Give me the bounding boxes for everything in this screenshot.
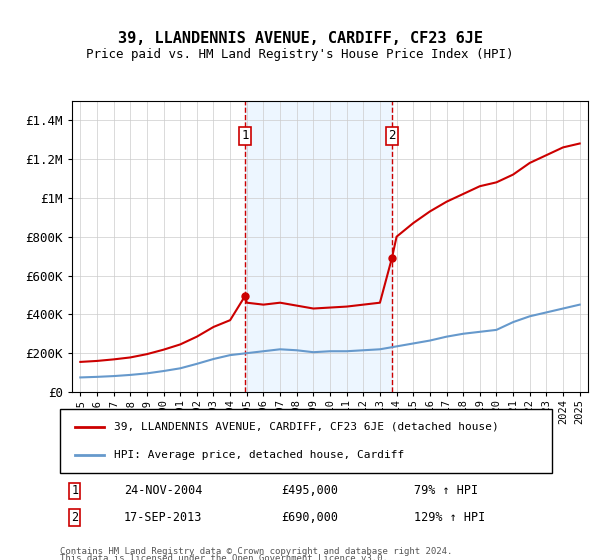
Text: Contains HM Land Registry data © Crown copyright and database right 2024.: Contains HM Land Registry data © Crown c…: [60, 547, 452, 556]
Text: 24-NOV-2004: 24-NOV-2004: [124, 484, 202, 497]
Text: Price paid vs. HM Land Registry's House Price Index (HPI): Price paid vs. HM Land Registry's House …: [86, 48, 514, 60]
Text: HPI: Average price, detached house, Cardiff: HPI: Average price, detached house, Card…: [114, 450, 404, 460]
Text: 2: 2: [71, 511, 79, 524]
Text: 1: 1: [241, 129, 249, 142]
Text: 129% ↑ HPI: 129% ↑ HPI: [414, 511, 485, 524]
Text: 2: 2: [388, 129, 395, 142]
Text: 79% ↑ HPI: 79% ↑ HPI: [414, 484, 478, 497]
FancyBboxPatch shape: [60, 409, 552, 473]
Text: 39, LLANDENNIS AVENUE, CARDIFF, CF23 6JE (detached house): 39, LLANDENNIS AVENUE, CARDIFF, CF23 6JE…: [114, 422, 499, 432]
Text: £495,000: £495,000: [281, 484, 338, 497]
Text: 17-SEP-2013: 17-SEP-2013: [124, 511, 202, 524]
Text: This data is licensed under the Open Government Licence v3.0.: This data is licensed under the Open Gov…: [60, 554, 388, 560]
Text: 1: 1: [71, 484, 79, 497]
Text: £690,000: £690,000: [281, 511, 338, 524]
Bar: [245, 101, 392, 392]
Text: 39, LLANDENNIS AVENUE, CARDIFF, CF23 6JE: 39, LLANDENNIS AVENUE, CARDIFF, CF23 6JE: [118, 31, 482, 46]
